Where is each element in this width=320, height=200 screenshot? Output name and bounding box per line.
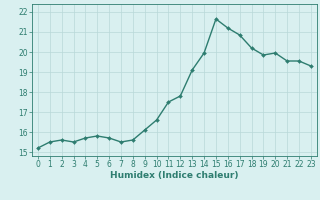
X-axis label: Humidex (Indice chaleur): Humidex (Indice chaleur): [110, 171, 239, 180]
